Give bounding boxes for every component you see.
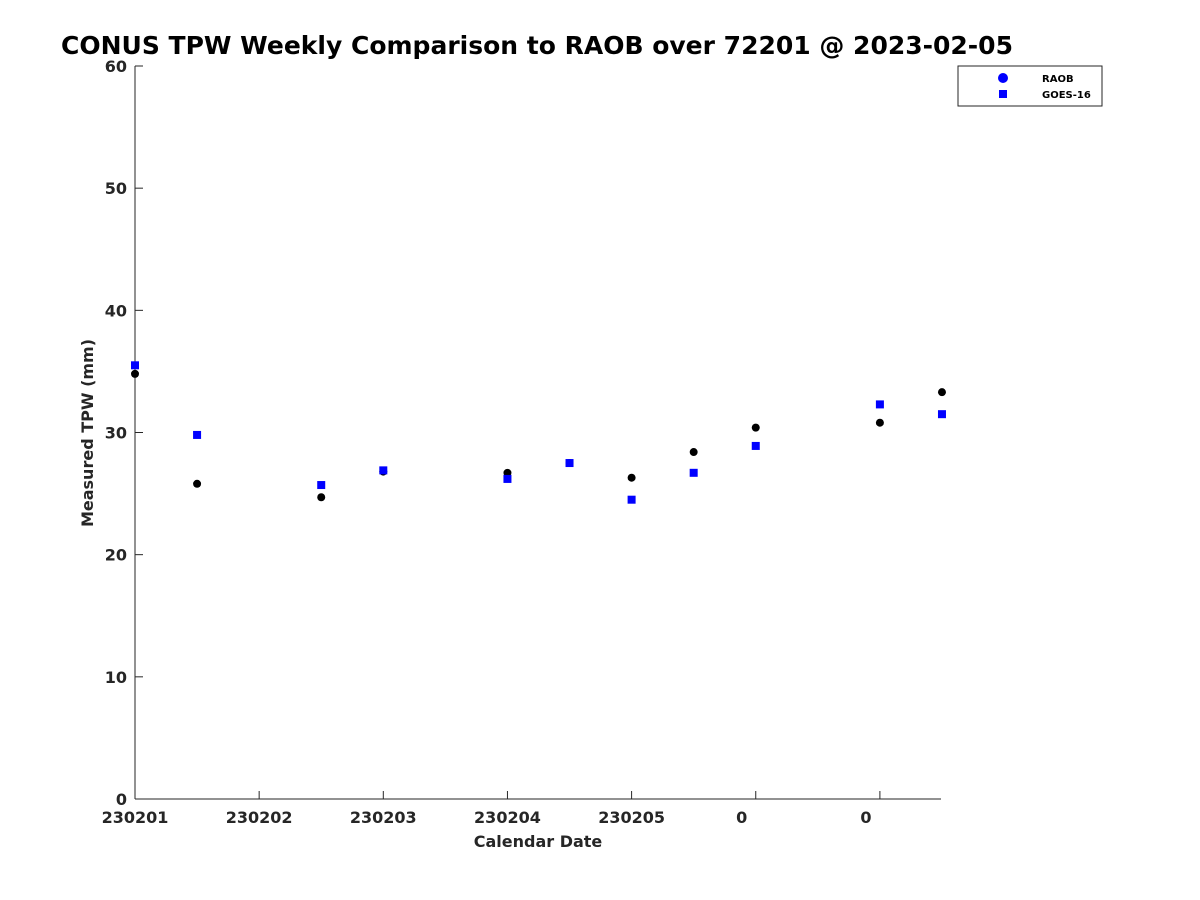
raob-point [193,479,202,488]
y-tick-label: 0 [116,790,127,809]
goes16-point [193,430,202,439]
raob-point [937,388,946,397]
raob-point [875,418,884,427]
goes16-point [627,495,636,504]
goes16-point [565,459,574,468]
raob-point [503,468,512,477]
x-ticks: 230201 230202 230203 230204 230205 0 0 [102,791,881,827]
y-ticks: 0 10 20 30 40 50 60 [105,57,143,809]
raob-point [317,493,326,502]
y-tick-label: 60 [105,57,127,76]
raob-point [627,473,636,482]
x-tick-label: 230202 [226,808,293,827]
plot-axes [134,66,941,800]
legend-marker-goes16 [999,90,1007,98]
goes16-point [875,400,884,409]
x-tick-label: 0 [736,808,747,827]
raob-point [689,448,698,457]
goes16-point [503,474,512,483]
x-tick-label: 230205 [598,808,665,827]
raob-point [751,423,760,432]
goes16-point [689,468,698,477]
x-tick-label: 230203 [350,808,417,827]
raob-point [131,369,139,378]
x-axis-label: Calendar Date [474,832,603,851]
goes16-point [317,481,326,490]
goes16-point [379,466,388,475]
x-tick-label: 230204 [474,808,541,827]
y-tick-label: 50 [105,179,127,198]
legend-marker-raob [998,73,1008,83]
y-tick-label: 10 [105,668,127,687]
y-axis-label: Measured TPW (mm) [78,339,97,527]
y-tick-label: 40 [105,301,127,320]
x-tick-label: 0 [860,808,871,827]
goes16-point [751,441,760,450]
y-tick-label: 20 [105,546,127,565]
goes16-point [937,410,946,419]
data-points [131,361,946,504]
x-tick-label: 230201 [102,808,169,827]
goes16-point [131,361,139,370]
chart-title: CONUS TPW Weekly Comparison to RAOB over… [61,31,1013,60]
legend-box [957,65,1103,107]
y-tick-label: 30 [105,424,127,443]
legend-label: RAOB [1042,74,1074,85]
legend: RAOB GOES-16 [957,65,1103,107]
legend-label: GOES-16 [1042,90,1091,101]
